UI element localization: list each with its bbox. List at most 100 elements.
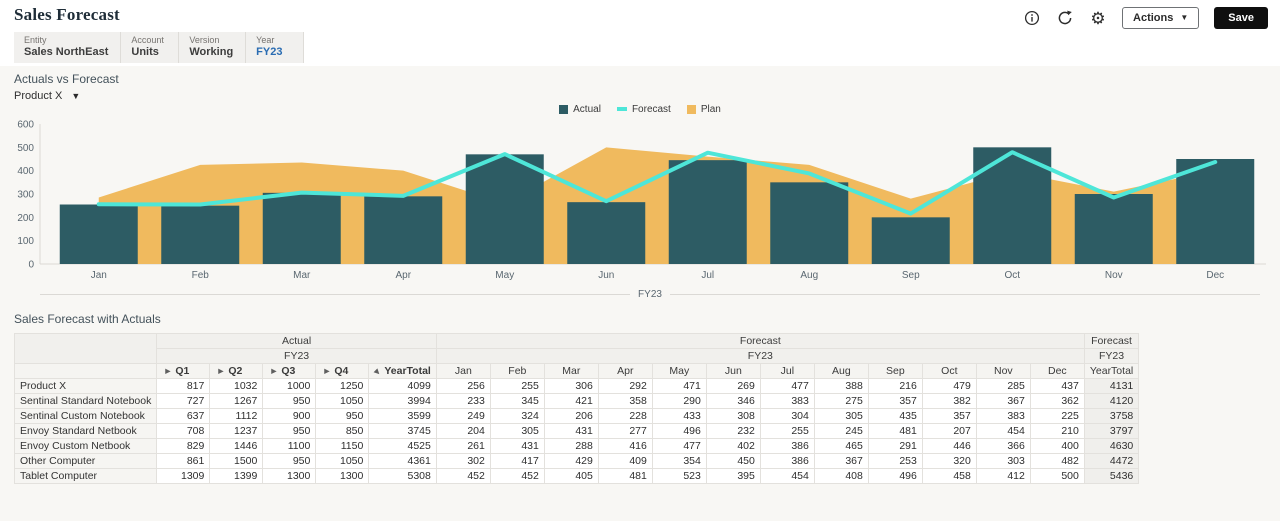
grid-cell[interactable]: 383 bbox=[975, 408, 1031, 424]
grid-cell[interactable]: 367 bbox=[813, 453, 869, 469]
pov-account[interactable]: Account Units bbox=[121, 32, 180, 63]
pov-version[interactable]: Version Working bbox=[179, 32, 247, 63]
bar-actual-apr[interactable] bbox=[364, 196, 443, 264]
bar-actual-jul[interactable] bbox=[668, 160, 747, 264]
grid-cell[interactable]: 861 bbox=[156, 453, 211, 469]
grid-cell[interactable]: 431 bbox=[543, 423, 599, 439]
pov-year[interactable]: Year FY23 bbox=[246, 32, 305, 63]
column-header-aug[interactable]: Aug bbox=[813, 363, 869, 379]
grid-cell[interactable]: 4099 bbox=[368, 378, 437, 394]
column-header-yeartotal[interactable]: ▶ YearTotal bbox=[368, 363, 437, 379]
grid-cell[interactable]: 496 bbox=[867, 468, 923, 484]
grid-cell[interactable]: 386 bbox=[759, 453, 815, 469]
grid-cell[interactable]: 305 bbox=[813, 408, 869, 424]
grid-cell[interactable]: 829 bbox=[156, 438, 211, 454]
column-header-feb[interactable]: Feb bbox=[489, 363, 545, 379]
grid-cell[interactable]: 1237 bbox=[209, 423, 264, 439]
grid-cell[interactable]: 5308 bbox=[368, 468, 437, 484]
grid-cell[interactable]: 249 bbox=[435, 408, 491, 424]
grid-cell[interactable]: 435 bbox=[867, 408, 923, 424]
grid-cell[interactable]: 1112 bbox=[209, 408, 264, 424]
grid-cell[interactable]: 367 bbox=[975, 393, 1031, 409]
refresh-icon[interactable] bbox=[1056, 9, 1074, 27]
grid-cell[interactable]: 708 bbox=[156, 423, 211, 439]
grid-cell[interactable]: 452 bbox=[489, 468, 545, 484]
grid-cell[interactable]: 3599 bbox=[368, 408, 437, 424]
grid-cell[interactable]: 1399 bbox=[209, 468, 264, 484]
column-header-dec[interactable]: Dec bbox=[1029, 363, 1085, 379]
grid-cell[interactable]: 292 bbox=[597, 378, 653, 394]
row-header[interactable]: Envoy Custom Netbook bbox=[13, 438, 158, 454]
bar-actual-may[interactable] bbox=[465, 154, 544, 264]
grid-cell[interactable]: 255 bbox=[489, 378, 545, 394]
row-header[interactable]: Product X bbox=[13, 378, 158, 394]
column-header-jul[interactable]: Jul bbox=[759, 363, 815, 379]
column-header-forecast-yeartotal[interactable]: YearTotal bbox=[1083, 363, 1140, 379]
grid-cell[interactable]: 383 bbox=[759, 393, 815, 409]
grid-cell[interactable]: 305 bbox=[489, 423, 545, 439]
grid-cell[interactable]: 421 bbox=[543, 393, 599, 409]
grid-cell[interactable]: 454 bbox=[759, 468, 815, 484]
grid-cell[interactable]: 500 bbox=[1029, 468, 1085, 484]
grid-cell[interactable]: 285 bbox=[975, 378, 1031, 394]
grid-cell[interactable]: 416 bbox=[597, 438, 653, 454]
bar-actual-nov[interactable] bbox=[1074, 194, 1153, 264]
grid-cell[interactable]: 290 bbox=[651, 393, 707, 409]
column-header-q1[interactable]: ▶ Q1 bbox=[156, 363, 211, 379]
row-header[interactable]: Envoy Standard Netbook bbox=[13, 423, 158, 439]
grid-cell[interactable]: 465 bbox=[813, 438, 869, 454]
grid-cell-yeartotal[interactable]: 4120 bbox=[1083, 393, 1140, 409]
grid-cell[interactable]: 288 bbox=[543, 438, 599, 454]
grid-cell[interactable]: 452 bbox=[435, 468, 491, 484]
grid-cell[interactable]: 303 bbox=[975, 453, 1031, 469]
grid-cell[interactable]: 216 bbox=[867, 378, 923, 394]
grid-cell[interactable]: 412 bbox=[975, 468, 1031, 484]
bar-actual-feb[interactable] bbox=[161, 205, 240, 264]
grid-cell[interactable]: 900 bbox=[262, 408, 317, 424]
column-header-nov[interactable]: Nov bbox=[975, 363, 1031, 379]
grid-cell-yeartotal[interactable]: 4131 bbox=[1083, 378, 1140, 394]
expand-icon[interactable]: ▶ bbox=[324, 368, 330, 375]
grid-cell[interactable]: 302 bbox=[435, 453, 491, 469]
grid-cell[interactable]: 496 bbox=[651, 423, 707, 439]
grid-cell[interactable]: 362 bbox=[1029, 393, 1085, 409]
grid-cell[interactable]: 408 bbox=[813, 468, 869, 484]
row-header[interactable]: Other Computer bbox=[13, 453, 158, 469]
grid-cell[interactable]: 450 bbox=[705, 453, 761, 469]
grid-cell[interactable]: 446 bbox=[921, 438, 977, 454]
grid-cell[interactable]: 1032 bbox=[209, 378, 264, 394]
grid-cell-yeartotal[interactable]: 4630 bbox=[1083, 438, 1140, 454]
grid-cell[interactable]: 275 bbox=[813, 393, 869, 409]
bar-actual-aug[interactable] bbox=[770, 182, 849, 264]
grid-cell[interactable]: 357 bbox=[921, 408, 977, 424]
grid-cell[interactable]: 228 bbox=[597, 408, 653, 424]
grid-cell[interactable]: 357 bbox=[867, 393, 923, 409]
grid-cell[interactable]: 253 bbox=[867, 453, 923, 469]
grid-cell[interactable]: 400 bbox=[1029, 438, 1085, 454]
grid-cell-yeartotal[interactable]: 5436 bbox=[1083, 468, 1140, 484]
column-header-q3[interactable]: ▶ Q3 bbox=[262, 363, 317, 379]
grid-cell[interactable]: 454 bbox=[975, 423, 1031, 439]
grid-cell[interactable]: 1267 bbox=[209, 393, 264, 409]
expand-icon[interactable]: ▶ bbox=[271, 368, 277, 375]
grid-cell[interactable]: 277 bbox=[597, 423, 653, 439]
grid-cell[interactable]: 3745 bbox=[368, 423, 437, 439]
grid-cell[interactable]: 409 bbox=[597, 453, 653, 469]
grid-cell[interactable]: 1050 bbox=[315, 453, 370, 469]
row-header[interactable]: Sentinal Standard Notebook bbox=[13, 393, 158, 409]
settings-gear-icon[interactable]: ⚙ bbox=[1090, 8, 1106, 28]
save-button[interactable]: Save bbox=[1214, 7, 1268, 29]
pov-entity[interactable]: Entity Sales NorthEast bbox=[14, 32, 122, 63]
grid-cell[interactable]: 477 bbox=[651, 438, 707, 454]
info-icon[interactable] bbox=[1023, 9, 1041, 27]
grid-cell[interactable]: 204 bbox=[435, 423, 491, 439]
column-header-jan[interactable]: Jan bbox=[435, 363, 491, 379]
grid-cell-yeartotal[interactable]: 3797 bbox=[1083, 423, 1140, 439]
grid-cell[interactable]: 481 bbox=[597, 468, 653, 484]
column-header-may[interactable]: May bbox=[651, 363, 707, 379]
column-header-jun[interactable]: Jun bbox=[705, 363, 761, 379]
grid-cell[interactable]: 4361 bbox=[368, 453, 437, 469]
column-header-q2[interactable]: ▶ Q2 bbox=[209, 363, 264, 379]
legend-item-actual[interactable]: Actual bbox=[559, 104, 601, 115]
bar-actual-sep[interactable] bbox=[871, 217, 950, 264]
